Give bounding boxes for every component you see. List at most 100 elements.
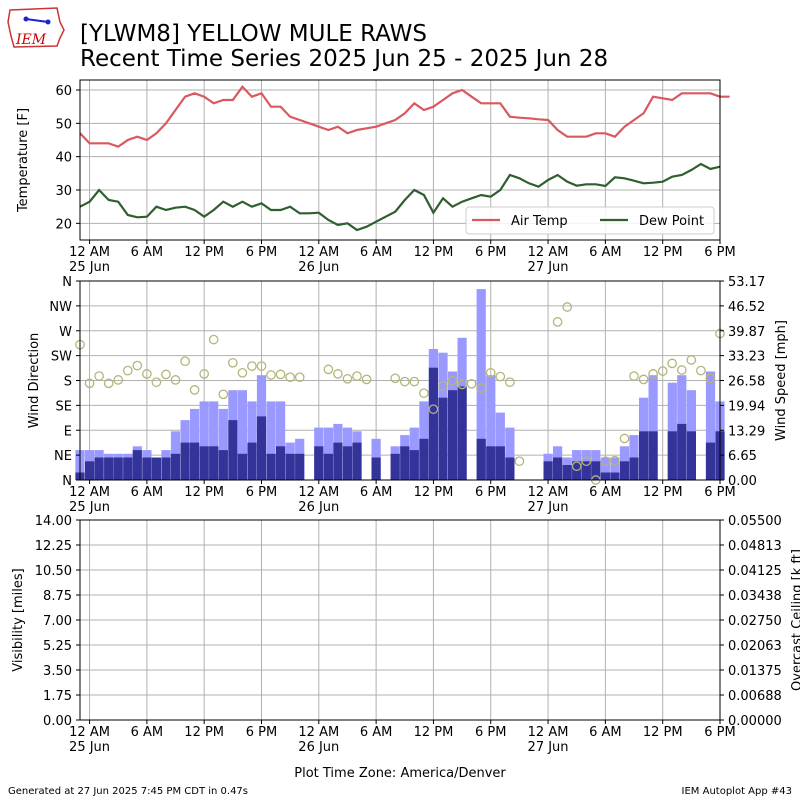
direction-marker xyxy=(457,379,467,390)
speed-bar xyxy=(113,457,123,480)
gust-bar xyxy=(237,390,247,480)
speed-bar xyxy=(295,453,305,480)
x-tick-label: 12 AM xyxy=(69,245,110,260)
timezone-label: Plot Time Zone: America/Denver xyxy=(294,766,506,781)
speed-bar xyxy=(543,461,553,480)
speed-bar xyxy=(648,431,658,480)
speed-tick-label: 39.87 xyxy=(728,325,765,340)
direction-marker xyxy=(514,456,525,467)
x-tick-label: 12 AM xyxy=(298,245,339,260)
y-tick-label: 3.50 xyxy=(43,664,72,679)
direction-marker xyxy=(447,375,458,386)
temperature-axis-label: Temperature [F] xyxy=(16,108,31,213)
direction-tick-label: N xyxy=(62,275,72,290)
direction-marker xyxy=(581,456,592,467)
gust-bar xyxy=(600,457,610,480)
legend-entry: Air Temp xyxy=(511,214,568,229)
x-tick-label: 12 PM xyxy=(643,245,683,260)
direction-marker xyxy=(438,381,448,391)
x-tick-label: 12 PM xyxy=(414,245,454,260)
speed-bar xyxy=(562,465,572,480)
gust-bar xyxy=(610,457,620,480)
station-link xyxy=(25,18,49,23)
x-date-label: 25 Jun xyxy=(69,500,110,515)
direction-marker xyxy=(237,367,248,378)
y-right-tick-label: 0.00000 xyxy=(728,714,782,729)
direction-marker xyxy=(180,356,190,367)
speed-tick-label: 26.58 xyxy=(728,375,765,390)
direction-marker xyxy=(94,371,104,381)
direction-tick-label: S xyxy=(64,375,72,390)
y-tick-label: 20 xyxy=(55,217,72,232)
iowa-state-outline xyxy=(7,7,65,48)
y-tick-label: 0.00 xyxy=(43,714,72,729)
speed-bar xyxy=(190,442,200,480)
speed-bar xyxy=(629,457,639,480)
direction-marker xyxy=(132,360,143,371)
direction-marker xyxy=(323,364,334,375)
direction-marker xyxy=(562,302,573,312)
direction-marker xyxy=(399,376,410,387)
speed-bar xyxy=(276,446,286,480)
direction-marker xyxy=(122,365,133,376)
speed-bar xyxy=(142,457,152,480)
legend-entry: Dew Point xyxy=(639,214,704,229)
y-tick-label: 50 xyxy=(55,117,72,132)
y-tick-label: 10.50 xyxy=(35,564,72,579)
speed-bar xyxy=(553,457,563,480)
x-tick-label: 6 PM xyxy=(704,245,735,260)
wind-panel: 12 AM 6 AM 12 PM 6 PM 12 AM 6 AM 12 PM 6 PM 12 A… xyxy=(27,275,789,515)
x-date-label: 27 Jun xyxy=(528,260,569,275)
x-tick-label: 6 AM xyxy=(360,485,393,500)
y-tick-label: 8.75 xyxy=(43,589,72,604)
series-line-dew-point xyxy=(79,162,721,232)
x-tick-label: 6 AM xyxy=(131,485,164,500)
direction-tick-label: E xyxy=(64,424,72,439)
speed-tick-label: 6.65 xyxy=(728,449,757,464)
direction-marker xyxy=(170,375,181,385)
direction-marker xyxy=(142,369,152,379)
direction-marker xyxy=(342,373,353,384)
x-tick-label: 12 AM xyxy=(298,485,339,500)
speed-bar xyxy=(333,442,343,480)
ceiling-axis-label: Overcast Ceiling [k ft] xyxy=(790,549,800,691)
chart-title-line2: Recent Time Series 2025 Jun 25 - 2025 Ju… xyxy=(80,46,608,72)
x-tick-label: 12 PM xyxy=(643,485,683,500)
x-tick-label: 6 PM xyxy=(475,245,506,260)
station-marker xyxy=(45,19,51,25)
speed-bar xyxy=(342,446,353,480)
speed-tick-label: 19.94 xyxy=(728,399,765,414)
y-right-tick-label: 0.02063 xyxy=(728,639,782,654)
speed-bar xyxy=(390,453,400,480)
iem-logo: IEM xyxy=(7,7,65,48)
speed-bar xyxy=(161,457,171,480)
x-date-label: 27 Jun xyxy=(528,740,569,755)
speed-tick-label: 53.17 xyxy=(728,275,765,290)
x-tick-label: 12 AM xyxy=(298,725,339,740)
speed-tick-label: 13.29 xyxy=(728,424,765,439)
x-tick-label: 12 PM xyxy=(643,725,683,740)
speed-bar xyxy=(600,472,610,480)
speed-bar xyxy=(85,461,95,480)
x-tick-label: 6 AM xyxy=(131,245,164,260)
speed-bar xyxy=(457,386,467,480)
speed-bar xyxy=(323,453,333,480)
speed-bar xyxy=(400,446,410,480)
direction-marker xyxy=(485,367,496,378)
speed-bar xyxy=(237,453,247,480)
direction-marker xyxy=(161,369,171,380)
wind-plot-frame xyxy=(79,280,721,481)
generated-footer: Generated at 27 Jun 2025 7:45 PM CDT in … xyxy=(8,786,248,797)
gust-bar xyxy=(505,427,515,480)
speed-bar xyxy=(247,442,257,480)
speed-bar xyxy=(419,438,429,480)
direction-marker xyxy=(294,372,305,383)
direction-marker xyxy=(505,377,515,388)
temperature-legend: Air Temp Dew Point xyxy=(465,206,715,235)
y-tick-label: 5.25 xyxy=(43,639,72,654)
speed-bar xyxy=(132,450,142,480)
y-tick-label: 1.75 xyxy=(43,689,72,704)
y-right-tick-label: 0.00688 xyxy=(728,689,782,704)
y-right-tick-label: 0.03438 xyxy=(728,589,782,604)
direction-marker xyxy=(495,371,506,382)
